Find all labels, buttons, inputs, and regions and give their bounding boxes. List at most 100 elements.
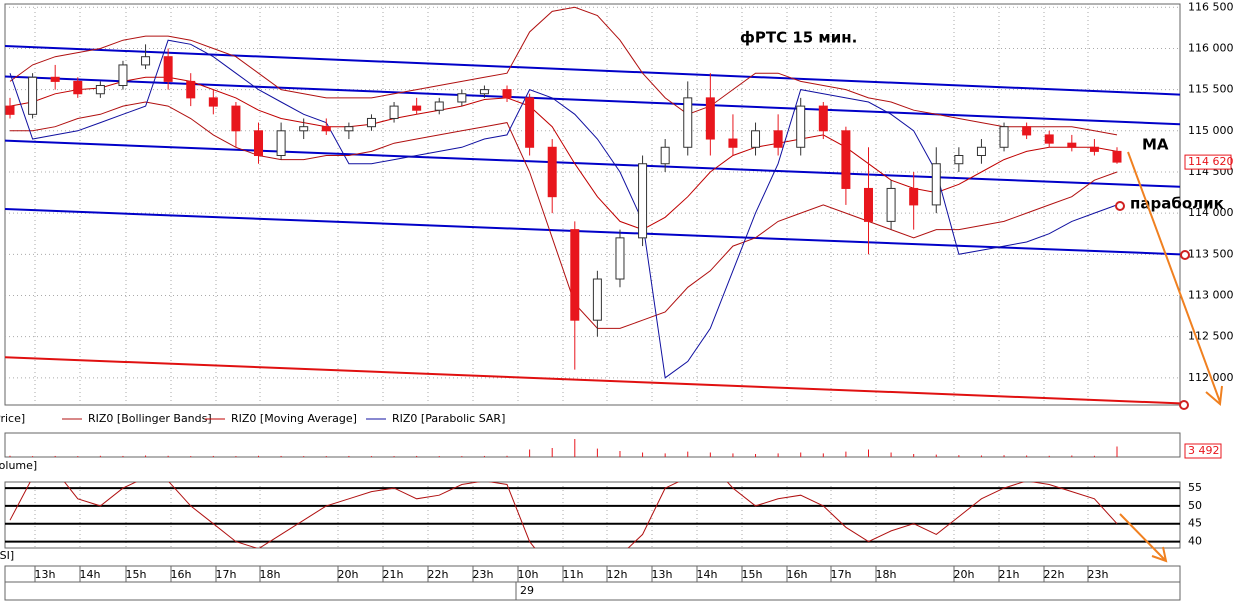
x-tick-label: 15h [742, 568, 763, 581]
y-tick-label: 116 500 [1188, 0, 1233, 13]
legend-item: RIZ0 [Moving Average] [231, 412, 357, 425]
arrows [1119, 151, 1223, 563]
candle-body [1022, 126, 1032, 136]
chart-title: фРТС 15 мин. [740, 29, 857, 47]
candle-body [502, 89, 512, 99]
x-tick-label: 22h [428, 568, 449, 581]
x-tick-label: 13h [652, 568, 673, 581]
rsi-tick-label: 40 [1188, 535, 1202, 548]
y-tick-label: 116 000 [1188, 41, 1233, 54]
candle-body [141, 56, 151, 66]
frames [4, 3, 1181, 601]
rsi-tick-label: 55 [1188, 481, 1202, 494]
indicator-line [10, 101, 1118, 329]
x-tick-label: 20h [338, 568, 359, 581]
candle-body [412, 105, 422, 111]
candle-body [118, 64, 128, 87]
x-tick-label: 15h [126, 568, 147, 581]
candle-body [73, 80, 83, 95]
y-tick-label: 115 500 [1188, 83, 1233, 96]
volume-last: 3 492 [1188, 444, 1220, 457]
panel-label: Volume] [0, 459, 37, 472]
y-tick-label: 113 500 [1188, 247, 1233, 260]
annotation: MA [1142, 136, 1169, 154]
candle-body [931, 163, 941, 206]
x-tick-label: 17h [216, 568, 237, 581]
y-tick-label: 114 000 [1188, 206, 1233, 219]
candle-body [570, 229, 580, 321]
candle-body [321, 126, 331, 132]
rsi-line [9, 482, 1118, 548]
candle-body [976, 146, 986, 157]
candle-body [1044, 134, 1054, 144]
candle-body [547, 146, 557, 198]
candle-body [299, 126, 309, 132]
candle-body [479, 89, 489, 95]
legend-price: Price] [0, 412, 25, 425]
candle-body [1067, 142, 1077, 148]
candles [5, 44, 1122, 370]
trend-line [5, 139, 1180, 188]
candle-body [796, 105, 806, 148]
grid [5, 4, 1180, 600]
candle-body [683, 97, 693, 148]
x-tick-label: 14h [697, 568, 718, 581]
candle-body [254, 130, 264, 157]
last-price: 114 620 [1188, 155, 1233, 168]
candle-body [344, 126, 354, 132]
candle-body [773, 130, 783, 148]
candle-body [95, 85, 105, 95]
trend-line [5, 75, 1180, 126]
candle-body [841, 130, 851, 189]
x-tick-label: 16h [787, 568, 808, 581]
x-tick-label: 17h [831, 568, 852, 581]
x-tick-label: 16h [171, 568, 192, 581]
trend-line [5, 356, 1180, 405]
candle-body [863, 187, 873, 222]
x-tick-label: 23h [1088, 568, 1109, 581]
date-label: 29 [520, 584, 534, 597]
panel-label: RSI] [0, 549, 14, 562]
trend-lines [5, 44, 1180, 405]
candle-body [1089, 146, 1099, 152]
candle-body [999, 126, 1009, 148]
volume-box [1184, 443, 1222, 459]
x-tick-label: 23h [473, 568, 494, 581]
candle-body [660, 146, 670, 165]
candle-body [1112, 150, 1122, 163]
legend-item: RIZ0 [Parabolic SAR] [392, 412, 505, 425]
candle-body [909, 187, 919, 206]
y-tick-label: 113 000 [1188, 288, 1233, 301]
rsi [5, 482, 1180, 548]
candle-body [276, 130, 286, 157]
last-price-box [1184, 154, 1232, 170]
candle-body [751, 130, 761, 148]
candle-body [638, 163, 648, 239]
candle-body [28, 76, 38, 115]
candle-body [163, 56, 173, 82]
candle-body [592, 278, 602, 321]
x-tick-label: 11h [563, 568, 584, 581]
annotation: параболик [1130, 195, 1224, 213]
x-tick-label: 13h [35, 568, 56, 581]
candle-body [5, 105, 15, 115]
x-tick-label: 18h [260, 568, 281, 581]
trend-line [5, 44, 1180, 96]
candle-body [818, 105, 828, 132]
markers [1115, 201, 1190, 410]
candle-body [886, 187, 896, 222]
rsi-tick-label: 50 [1188, 499, 1202, 512]
trend-line [5, 208, 1180, 256]
candle-body [457, 93, 467, 103]
legend-item: RIZ0 [Bollinger Bands] [88, 412, 212, 425]
x-tick-label: 22h [1044, 568, 1065, 581]
candle-body [186, 80, 196, 99]
candle-body [389, 105, 399, 119]
candle-body [50, 76, 60, 82]
candle-body [366, 117, 376, 128]
candle-body [954, 155, 964, 165]
candle-body [231, 105, 241, 132]
x-tick-label: 14h [80, 568, 101, 581]
